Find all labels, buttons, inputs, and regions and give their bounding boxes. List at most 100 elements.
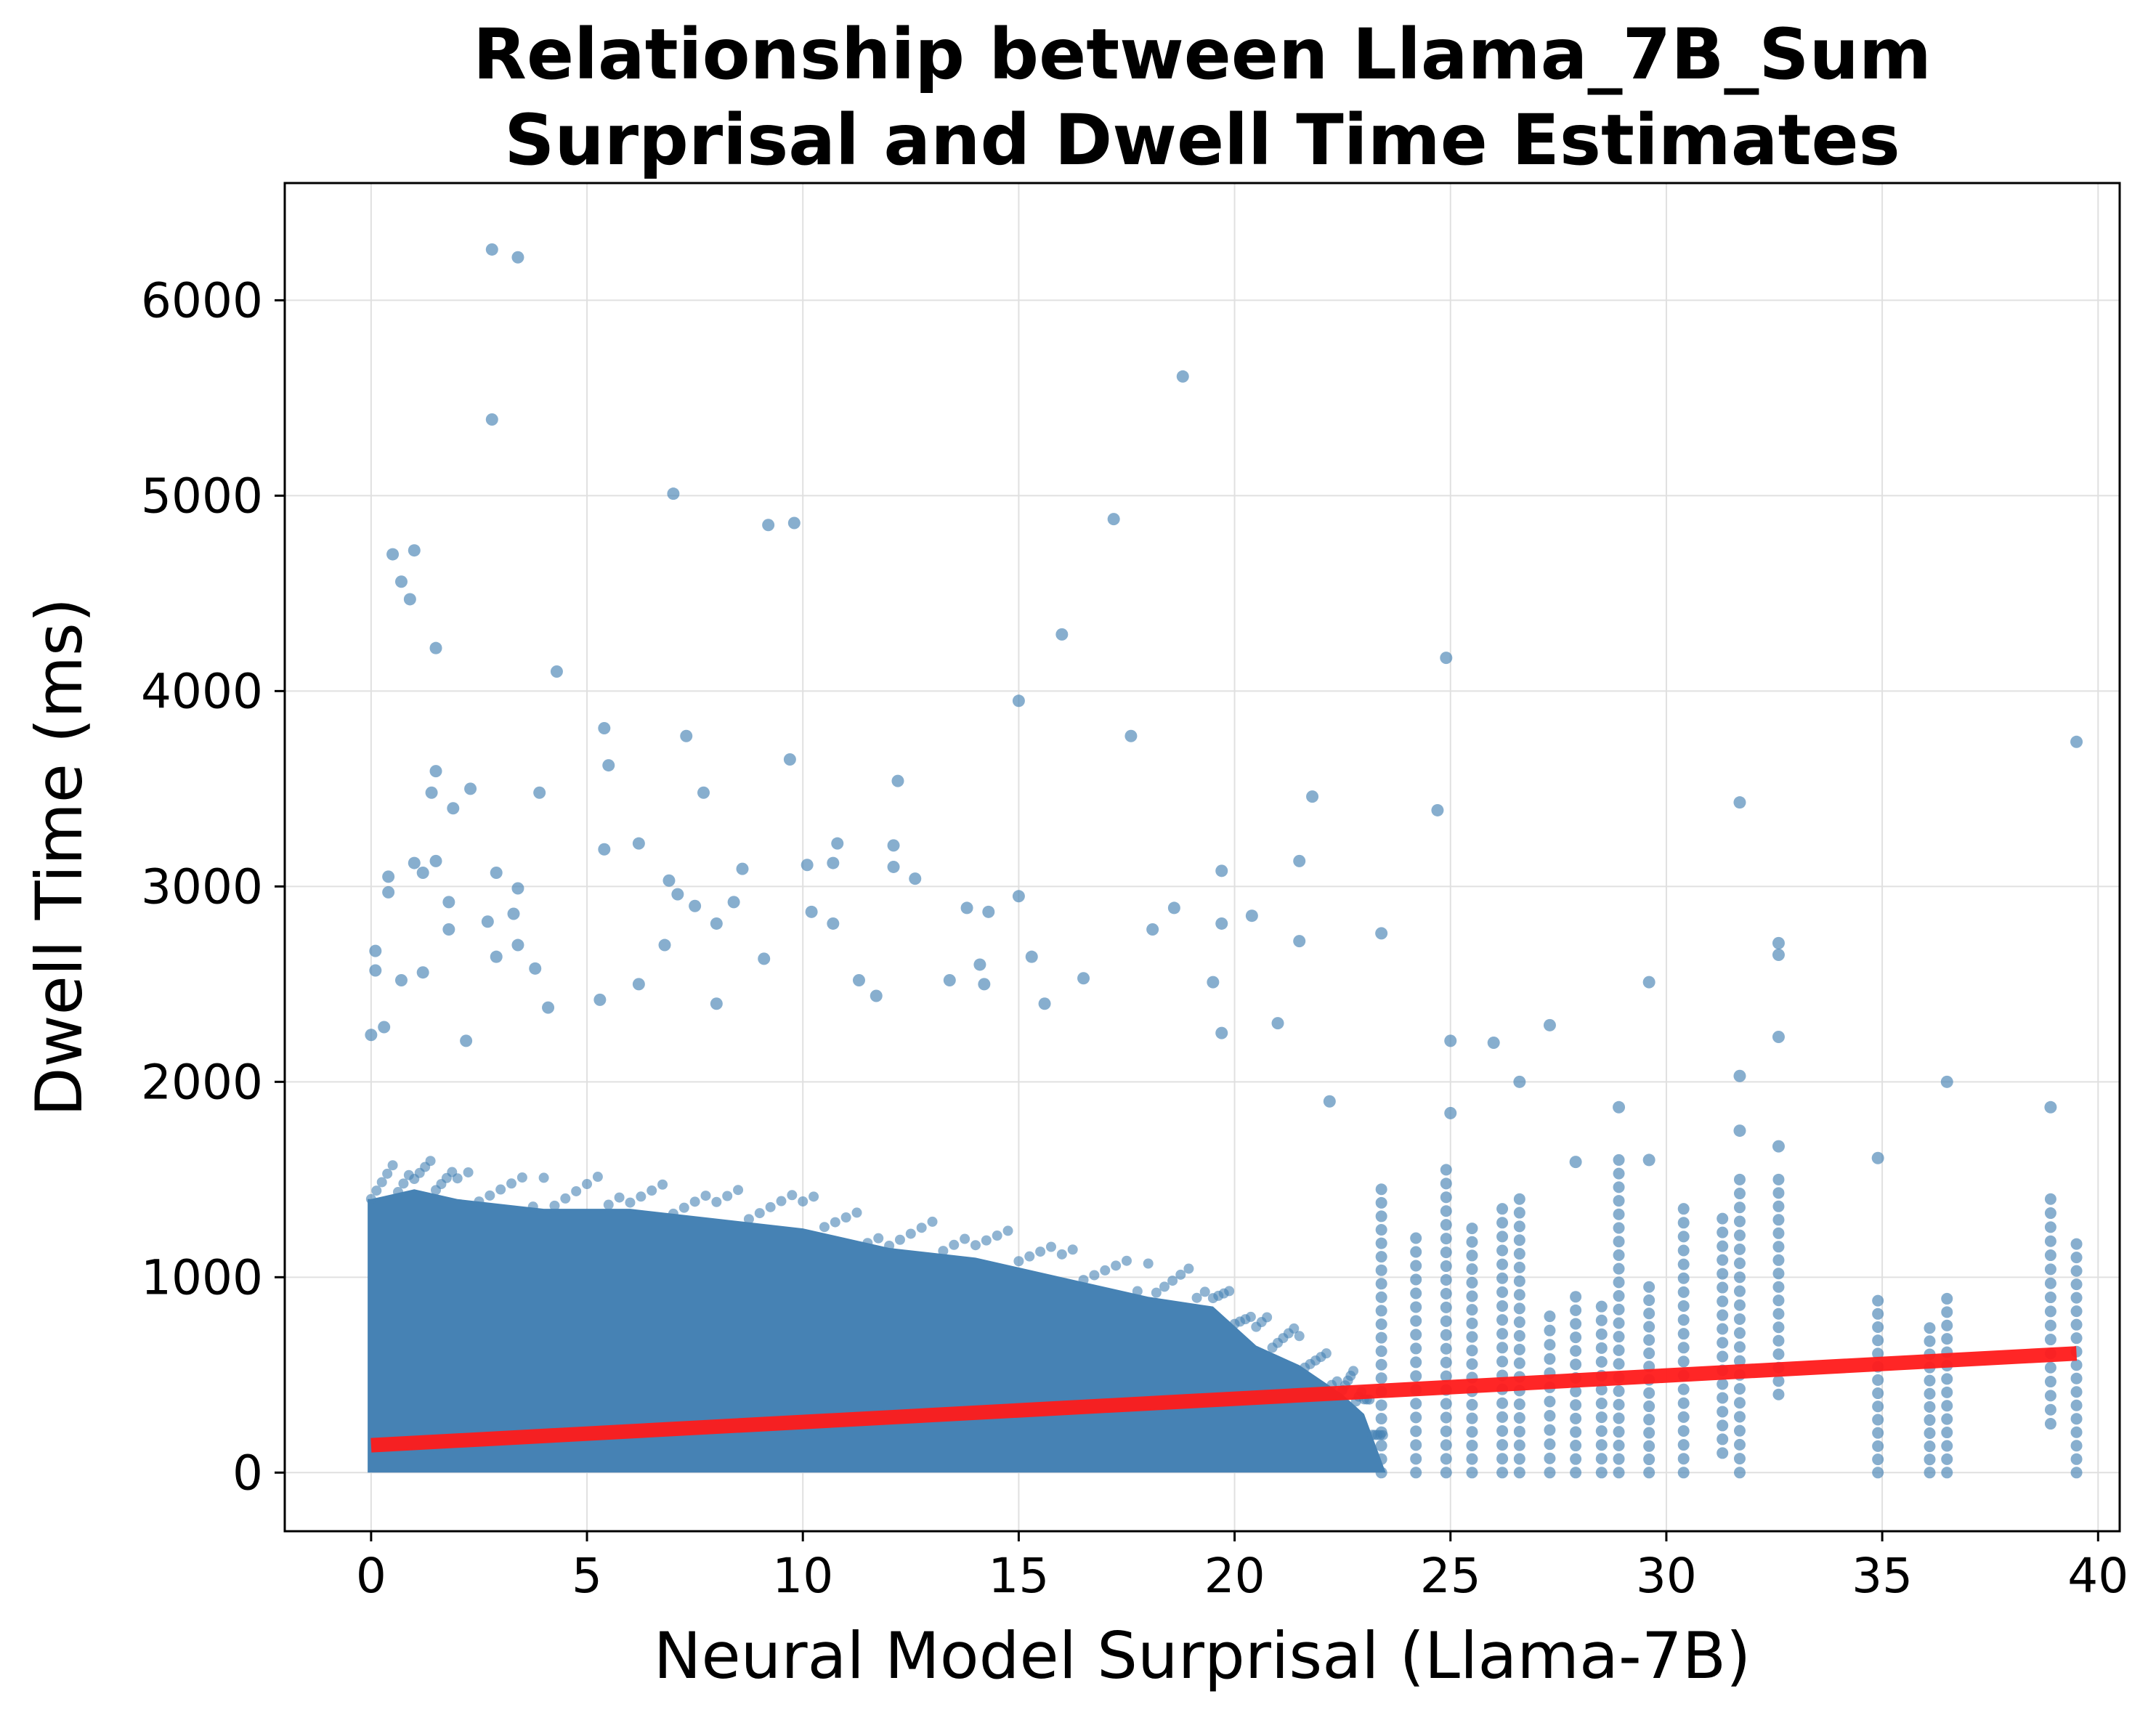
scatter-point	[550, 665, 563, 678]
column-point	[1613, 1303, 1625, 1315]
column-point	[1375, 1413, 1387, 1425]
column-point	[2070, 1278, 2083, 1291]
column-point	[1872, 1347, 1884, 1360]
column-point	[1410, 1246, 1422, 1258]
scatter-point	[511, 882, 524, 895]
column-point	[1941, 1386, 1953, 1398]
column-point	[1466, 1439, 1478, 1451]
column-point	[1440, 1287, 1452, 1300]
column-point	[1466, 1398, 1478, 1411]
column-point	[1513, 1302, 1525, 1315]
column-point	[1717, 1254, 1729, 1266]
band-fringe-point	[1262, 1312, 1273, 1323]
scatter-point	[1323, 1095, 1336, 1108]
scatter-point	[1569, 1156, 1582, 1169]
scatter-point	[1733, 796, 1746, 809]
scatter-point	[758, 952, 771, 965]
column-point	[1733, 1327, 1746, 1339]
column-point	[1733, 1271, 1746, 1284]
column-point	[1544, 1452, 1556, 1464]
band-fringe-point	[1332, 1376, 1342, 1387]
scatter-point	[416, 966, 429, 979]
scatter-point	[982, 905, 995, 918]
scatter-point	[511, 251, 524, 264]
regression-line-group	[370, 1346, 2078, 1453]
column-point	[1410, 1273, 1422, 1286]
column-point	[1544, 1353, 1556, 1365]
x-tick-label: 0	[356, 1548, 386, 1604]
column-point	[1772, 1254, 1785, 1266]
column-point	[1513, 1453, 1525, 1465]
column-point	[1410, 1287, 1422, 1300]
column-point	[1772, 1268, 1785, 1280]
band-fringe-point	[1024, 1251, 1035, 1262]
column-point	[1496, 1411, 1509, 1423]
scatter-point	[490, 950, 503, 963]
band-fringe-point	[711, 1196, 722, 1207]
column-point	[2070, 1332, 2083, 1345]
band-fringe-point	[1199, 1286, 1210, 1297]
column-point	[1613, 1453, 1625, 1465]
column-point	[1513, 1357, 1525, 1369]
column-point	[1440, 1233, 1452, 1245]
band-fringe-point	[398, 1178, 409, 1189]
column-point	[1513, 1220, 1525, 1233]
column-point	[1733, 1341, 1746, 1353]
scatter-point	[442, 923, 455, 936]
column-point	[1872, 1440, 1884, 1452]
column-point	[1643, 1334, 1655, 1346]
column-point	[1643, 1347, 1655, 1360]
y-tick-label: 2000	[141, 1054, 263, 1110]
column-point	[1375, 1264, 1387, 1276]
band-fringe-point	[1056, 1249, 1067, 1260]
column-point	[2044, 1249, 2056, 1262]
column-point	[2044, 1207, 2056, 1220]
band-fringe-point	[765, 1201, 776, 1212]
column-point	[1717, 1447, 1729, 1459]
band-fringe-point	[851, 1207, 862, 1218]
column-point	[2070, 1440, 2083, 1452]
scatter-point	[365, 1029, 378, 1042]
column-point	[1513, 1275, 1525, 1287]
column-point	[1941, 1467, 1953, 1479]
column-point	[1496, 1453, 1509, 1465]
column-point	[1772, 1321, 1785, 1334]
scatter-point	[1077, 972, 1090, 985]
column-point	[1410, 1301, 1422, 1313]
column-point	[1613, 1467, 1625, 1479]
band-fringe-point	[527, 1201, 538, 1212]
column-point	[1613, 1208, 1625, 1220]
band-fringe-point	[538, 1172, 549, 1183]
column-point	[1375, 1210, 1387, 1223]
scatter-point	[1487, 1037, 1500, 1050]
column-point	[1595, 1383, 1608, 1395]
scatter-point	[1375, 927, 1388, 940]
column-point	[1941, 1440, 1953, 1452]
scatter-point	[408, 544, 421, 557]
column-point	[1924, 1440, 1936, 1453]
scatter-point	[1431, 803, 1444, 816]
scatter-point	[831, 837, 844, 850]
column-point	[2070, 1359, 2083, 1371]
column-point	[1440, 1164, 1452, 1176]
scatter-point	[1642, 976, 1655, 989]
scatter-point	[378, 1021, 391, 1034]
column-point	[1496, 1467, 1509, 1479]
column-point	[2044, 1292, 2056, 1304]
x-axis-ticks: 0 5 10 15 20 25 30 35 40	[356, 1531, 2128, 1604]
band-fringe-point	[1175, 1269, 1186, 1280]
column-point	[1613, 1290, 1625, 1302]
column-point	[1733, 1188, 1746, 1200]
scatter-point	[1772, 1030, 1785, 1043]
band-fringe-point	[840, 1212, 851, 1223]
scatter-point	[369, 944, 382, 957]
column-point	[1496, 1203, 1509, 1215]
band-fringe-point	[1121, 1255, 1132, 1266]
x-tick-label: 35	[1852, 1548, 1913, 1604]
column-point	[1772, 1200, 1785, 1212]
column-point	[1717, 1295, 1729, 1307]
scatter-point	[787, 516, 801, 530]
band-fringe-point	[625, 1197, 636, 1208]
column-point	[1941, 1413, 1953, 1425]
column-point	[1717, 1406, 1729, 1418]
